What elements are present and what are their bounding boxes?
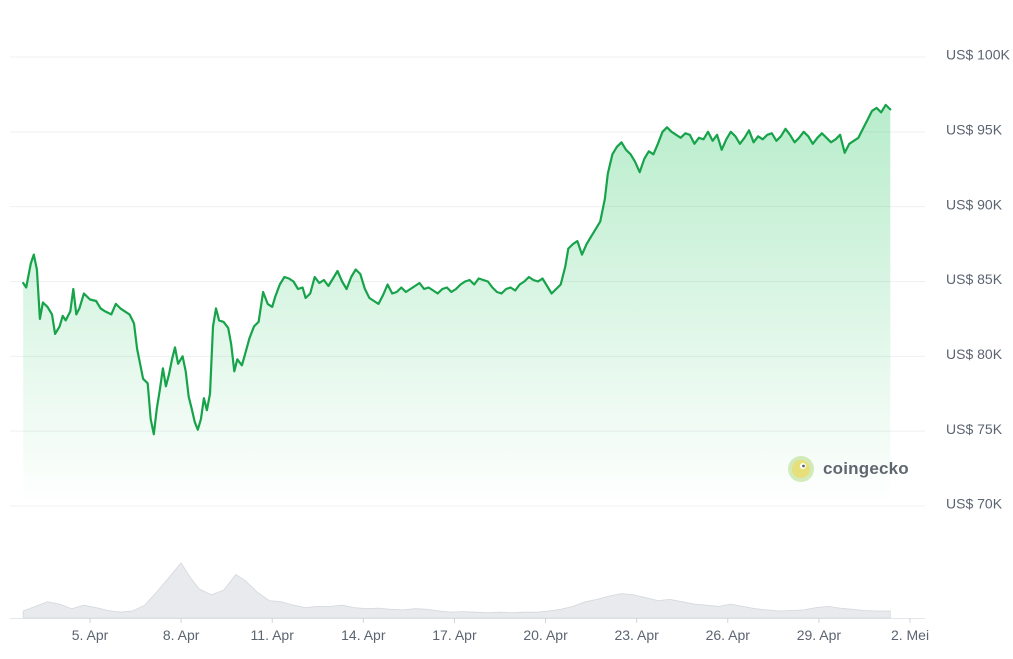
y-tick-label: US$ 80K xyxy=(946,346,1003,362)
coingecko-logo-icon xyxy=(788,456,814,482)
y-tick-label: US$ 85K xyxy=(946,271,1003,287)
x-tick-label: 23. Apr xyxy=(614,627,659,643)
y-tick-label: US$ 90K xyxy=(946,196,1003,212)
x-tick-label: 11. Apr xyxy=(251,627,295,643)
x-tick-label: 2. Mei xyxy=(891,627,929,643)
watermark-text: coingecko xyxy=(823,459,909,478)
price-area-path xyxy=(23,104,891,507)
y-axis-ticks: US$ 100K US$ 95K US$ 90K US$ 85K US$ 80K US$ … xyxy=(946,47,1010,512)
x-tick-label: 26. Apr xyxy=(706,627,751,643)
y-tick-label: US$ 95K xyxy=(946,122,1003,138)
volume-area-path xyxy=(22,562,891,619)
x-tick-label: 5. Apr xyxy=(72,627,109,643)
y-tick-label: US$ 75K xyxy=(946,421,1003,437)
price-line xyxy=(22,103,892,436)
volume-area xyxy=(22,562,891,619)
y-tick-label: US$ 70K xyxy=(946,496,1003,512)
price-area-fill xyxy=(23,104,891,507)
coingecko-watermark: coingecko xyxy=(787,455,909,483)
x-tick-label: 14. Apr xyxy=(341,627,386,643)
y-tick-label: US$ 100K xyxy=(946,47,1010,63)
x-axis-ticks: 5. Apr 8. Apr 11. Apr 14. Apr 17. Apr 20. Apr… xyxy=(72,618,929,643)
price-line-path xyxy=(22,103,892,436)
x-tick-label: 17. Apr xyxy=(432,627,477,643)
x-tick-label: 29. Apr xyxy=(797,627,842,643)
x-tick-label: 20. Apr xyxy=(523,627,568,643)
x-tick-label: 8. Apr xyxy=(163,627,200,643)
